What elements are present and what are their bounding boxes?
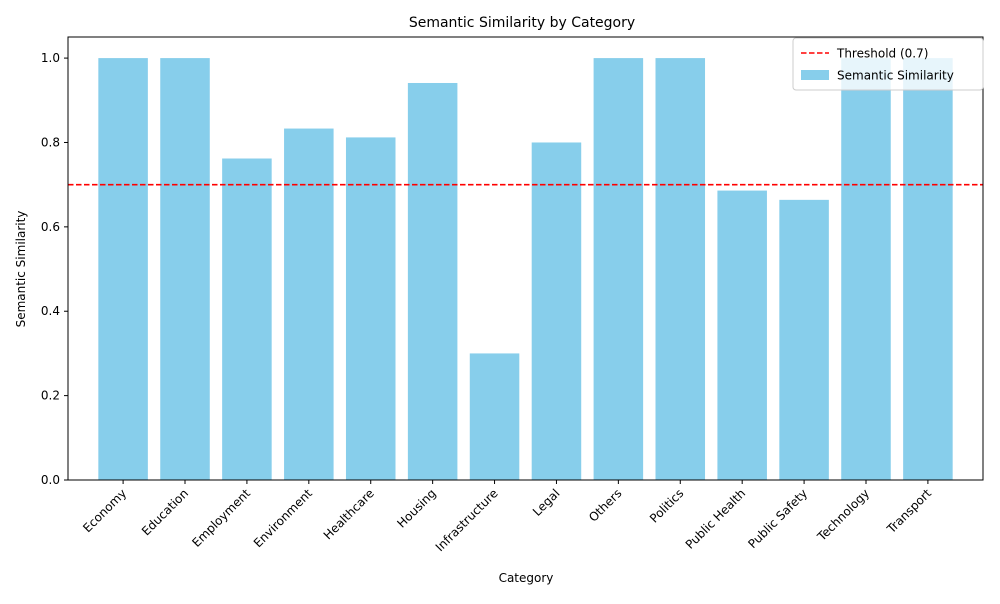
legend-frame [792, 37, 984, 91]
y-tick-label: 0.6 [41, 220, 60, 234]
y-ticks: 0.0 0.2 0.4 0.6 0.8 1.0 [41, 51, 68, 487]
x-axis-label: Category [499, 571, 554, 585]
x-tick-label: Housing [394, 486, 438, 530]
bar-housing [407, 82, 458, 481]
bar-economy [98, 58, 148, 480]
legend-series-label: Semantic Similarity [837, 69, 954, 83]
x-tick-label: Technology [814, 486, 872, 544]
y-tick-label: 0.8 [41, 135, 60, 149]
x-tick-label: Environment [251, 486, 315, 550]
x-tick-label: Others [586, 486, 624, 524]
bar-healthcare [345, 137, 396, 480]
x-tick-label: Employment [189, 486, 253, 550]
chart-title: Semantic Similarity by Category [409, 15, 635, 31]
bar-environment [284, 128, 334, 480]
legend: Threshold (0.7) Semantic Similarity [792, 37, 984, 91]
bar-others [593, 58, 644, 480]
bar-infrastructure [469, 353, 520, 480]
bar-public-health [717, 190, 767, 480]
y-tick-label: 0.4 [41, 304, 60, 318]
y-axis-label: Semantic Similarity [14, 211, 28, 328]
x-tick-label: Economy [80, 486, 129, 535]
axes-layer [67, 36, 984, 481]
x-tick-label: Politics [647, 486, 686, 525]
bar-politics [655, 58, 706, 480]
y-tick-label: 0.0 [41, 473, 60, 487]
legend-threshold-label: Threshold (0.7) [836, 47, 928, 61]
x-tick-label: Legal [530, 486, 563, 519]
x-tick-label: Education [139, 486, 191, 538]
y-tick-label: 1.0 [41, 51, 60, 65]
x-tick-label: Healthcare [321, 486, 377, 542]
x-tick-label: Public Safety [745, 486, 810, 551]
bar-education [160, 58, 210, 480]
bar-public-safety [779, 199, 829, 481]
plot-frame [67, 36, 984, 481]
x-tick-label: Transport [884, 486, 935, 537]
bar-transport [903, 58, 953, 480]
bar-legal [531, 142, 582, 480]
legend-series-swatch [801, 70, 829, 80]
x-tick-label: Infrastructure [433, 486, 501, 554]
y-tick-label: 0.2 [41, 389, 60, 403]
x-tick-label: Public Health [683, 486, 749, 552]
bar-technology [841, 58, 891, 480]
bar-employment [222, 158, 272, 480]
bars-layer [98, 58, 953, 481]
